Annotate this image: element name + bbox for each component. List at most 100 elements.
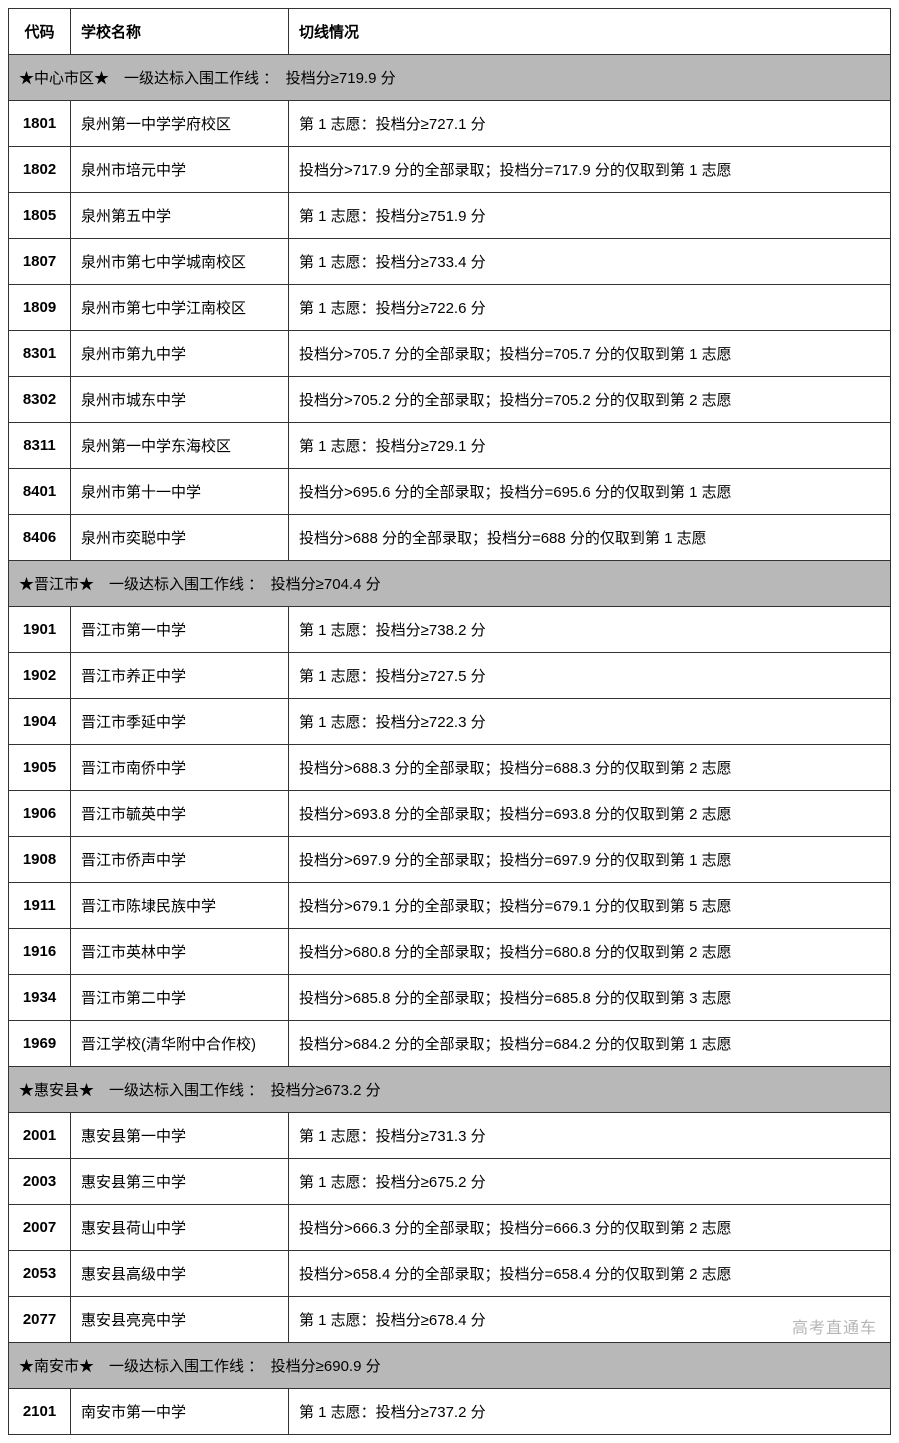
cell-code: 1802 <box>9 147 71 193</box>
cell-code: 1902 <box>9 653 71 699</box>
cell-name: 惠安县第三中学 <box>71 1159 289 1205</box>
cell-name: 泉州第一中学东海校区 <box>71 423 289 469</box>
cell-detail: 投档分>717.9 分的全部录取；投档分=717.9 分的仅取到第 1 志愿 <box>289 147 891 193</box>
cell-code: 8406 <box>9 515 71 561</box>
cell-name: 泉州市奕聪中学 <box>71 515 289 561</box>
cell-code: 8301 <box>9 331 71 377</box>
cell-detail: 投档分>684.2 分的全部录取；投档分=684.2 分的仅取到第 1 志愿 <box>289 1021 891 1067</box>
table-row: 1934晋江市第二中学投档分>685.8 分的全部录取；投档分=685.8 分的… <box>9 975 891 1021</box>
cell-code: 2007 <box>9 1205 71 1251</box>
table-header-row: 代码 学校名称 切线情况 <box>9 9 891 55</box>
cell-code: 1934 <box>9 975 71 1021</box>
cell-name: 晋江市英林中学 <box>71 929 289 975</box>
table-row: 1969晋江学校(清华附中合作校)投档分>684.2 分的全部录取；投档分=68… <box>9 1021 891 1067</box>
section-header-row: ★南安市★ 一级达标入围工作线 ： 投档分≥690.9 分 <box>9 1343 891 1389</box>
table-row: 1807泉州市第七中学城南校区第 1 志愿：投档分≥733.4 分 <box>9 239 891 285</box>
cell-code: 2053 <box>9 1251 71 1297</box>
cell-name: 晋江市季延中学 <box>71 699 289 745</box>
cell-code: 1805 <box>9 193 71 239</box>
cell-code: 1809 <box>9 285 71 331</box>
header-name: 学校名称 <box>71 9 289 55</box>
section-header-row: ★惠安县★ 一级达标入围工作线 ： 投档分≥673.2 分 <box>9 1067 891 1113</box>
cell-name: 泉州第五中学 <box>71 193 289 239</box>
header-code: 代码 <box>9 9 71 55</box>
table-row: 8302泉州市城东中学投档分>705.2 分的全部录取；投档分=705.2 分的… <box>9 377 891 423</box>
table-row: 2053惠安县高级中学投档分>658.4 分的全部录取；投档分=658.4 分的… <box>9 1251 891 1297</box>
cell-code: 1908 <box>9 837 71 883</box>
cell-name: 晋江市第二中学 <box>71 975 289 1021</box>
cell-code: 1904 <box>9 699 71 745</box>
cell-detail: 第 1 志愿：投档分≥675.2 分 <box>289 1159 891 1205</box>
cell-code: 1905 <box>9 745 71 791</box>
cell-code: 2001 <box>9 1113 71 1159</box>
cell-detail: 第 1 志愿：投档分≥722.6 分 <box>289 285 891 331</box>
table-row: 1906晋江市毓英中学投档分>693.8 分的全部录取；投档分=693.8 分的… <box>9 791 891 837</box>
cell-name: 惠安县第一中学 <box>71 1113 289 1159</box>
admission-score-table: 代码 学校名称 切线情况 ★中心市区★ 一级达标入围工作线 ： 投档分≥719.… <box>8 8 891 1435</box>
cell-detail: 投档分>697.9 分的全部录取；投档分=697.9 分的仅取到第 1 志愿 <box>289 837 891 883</box>
table-row: 2101南安市第一中学第 1 志愿：投档分≥737.2 分 <box>9 1389 891 1435</box>
table-body: ★中心市区★ 一级达标入围工作线 ： 投档分≥719.9 分1801泉州第一中学… <box>9 55 891 1435</box>
table-row: 1904晋江市季延中学第 1 志愿：投档分≥722.3 分 <box>9 699 891 745</box>
cell-name: 泉州市城东中学 <box>71 377 289 423</box>
cell-detail: 第 1 志愿：投档分≥727.5 分 <box>289 653 891 699</box>
cell-code: 8311 <box>9 423 71 469</box>
cell-detail: 投档分>688 分的全部录取；投档分=688 分的仅取到第 1 志愿 <box>289 515 891 561</box>
cell-detail: 第 1 志愿：投档分≥751.9 分 <box>289 193 891 239</box>
table-row: 1802泉州市培元中学投档分>717.9 分的全部录取；投档分=717.9 分的… <box>9 147 891 193</box>
cell-code: 2077 <box>9 1297 71 1343</box>
cell-detail: 投档分>705.7 分的全部录取；投档分=705.7 分的仅取到第 1 志愿 <box>289 331 891 377</box>
cell-detail: 投档分>685.8 分的全部录取；投档分=685.8 分的仅取到第 3 志愿 <box>289 975 891 1021</box>
cell-name: 晋江市南侨中学 <box>71 745 289 791</box>
cell-name: 泉州市第七中学江南校区 <box>71 285 289 331</box>
table-row: 1905晋江市南侨中学投档分>688.3 分的全部录取；投档分=688.3 分的… <box>9 745 891 791</box>
cell-name: 南安市第一中学 <box>71 1389 289 1435</box>
cell-detail: 第 1 志愿：投档分≥733.4 分 <box>289 239 891 285</box>
cell-detail: 第 1 志愿：投档分≥729.1 分 <box>289 423 891 469</box>
cell-code: 2101 <box>9 1389 71 1435</box>
cell-name: 晋江市第一中学 <box>71 607 289 653</box>
section-header-cell: ★南安市★ 一级达标入围工作线 ： 投档分≥690.9 分 <box>9 1343 891 1389</box>
table-row: 8406泉州市奕聪中学投档分>688 分的全部录取；投档分=688 分的仅取到第… <box>9 515 891 561</box>
cell-detail: 投档分>679.1 分的全部录取；投档分=679.1 分的仅取到第 5 志愿 <box>289 883 891 929</box>
table-row: 1809泉州市第七中学江南校区第 1 志愿：投档分≥722.6 分 <box>9 285 891 331</box>
table-row: 2077惠安县亮亮中学第 1 志愿：投档分≥678.4 分 <box>9 1297 891 1343</box>
table-row: 2007惠安县荷山中学投档分>666.3 分的全部录取；投档分=666.3 分的… <box>9 1205 891 1251</box>
cell-code: 1807 <box>9 239 71 285</box>
section-header-row: ★晋江市★ 一级达标入围工作线 ： 投档分≥704.4 分 <box>9 561 891 607</box>
table-row: 1805泉州第五中学第 1 志愿：投档分≥751.9 分 <box>9 193 891 239</box>
table-row: 2003惠安县第三中学第 1 志愿：投档分≥675.2 分 <box>9 1159 891 1205</box>
table-row: 1908晋江市侨声中学投档分>697.9 分的全部录取；投档分=697.9 分的… <box>9 837 891 883</box>
cell-detail: 第 1 志愿：投档分≥722.3 分 <box>289 699 891 745</box>
header-detail: 切线情况 <box>289 9 891 55</box>
cell-detail: 投档分>658.4 分的全部录取；投档分=658.4 分的仅取到第 2 志愿 <box>289 1251 891 1297</box>
cell-detail: 第 1 志愿：投档分≥678.4 分 <box>289 1297 891 1343</box>
section-header-cell: ★惠安县★ 一级达标入围工作线 ： 投档分≥673.2 分 <box>9 1067 891 1113</box>
section-header-cell: ★晋江市★ 一级达标入围工作线 ： 投档分≥704.4 分 <box>9 561 891 607</box>
table-row: 1901晋江市第一中学第 1 志愿：投档分≥738.2 分 <box>9 607 891 653</box>
cell-detail: 第 1 志愿：投档分≥738.2 分 <box>289 607 891 653</box>
cell-detail: 第 1 志愿：投档分≥727.1 分 <box>289 101 891 147</box>
cell-detail: 投档分>705.2 分的全部录取；投档分=705.2 分的仅取到第 2 志愿 <box>289 377 891 423</box>
cell-detail: 第 1 志愿：投档分≥737.2 分 <box>289 1389 891 1435</box>
cell-name: 晋江市侨声中学 <box>71 837 289 883</box>
cell-code: 1916 <box>9 929 71 975</box>
cell-name: 泉州市第十一中学 <box>71 469 289 515</box>
cell-detail: 投档分>695.6 分的全部录取；投档分=695.6 分的仅取到第 1 志愿 <box>289 469 891 515</box>
table-row: 8401泉州市第十一中学投档分>695.6 分的全部录取；投档分=695.6 分… <box>9 469 891 515</box>
cell-detail: 投档分>693.8 分的全部录取；投档分=693.8 分的仅取到第 2 志愿 <box>289 791 891 837</box>
cell-name: 晋江市毓英中学 <box>71 791 289 837</box>
cell-code: 1906 <box>9 791 71 837</box>
cell-detail: 第 1 志愿：投档分≥731.3 分 <box>289 1113 891 1159</box>
cell-name: 泉州市第九中学 <box>71 331 289 377</box>
cell-name: 晋江学校(清华附中合作校) <box>71 1021 289 1067</box>
section-header-row: ★中心市区★ 一级达标入围工作线 ： 投档分≥719.9 分 <box>9 55 891 101</box>
table-row: 1902晋江市养正中学第 1 志愿：投档分≥727.5 分 <box>9 653 891 699</box>
cell-code: 8302 <box>9 377 71 423</box>
cell-name: 泉州第一中学学府校区 <box>71 101 289 147</box>
cell-name: 泉州市培元中学 <box>71 147 289 193</box>
cell-name: 惠安县亮亮中学 <box>71 1297 289 1343</box>
section-header-cell: ★中心市区★ 一级达标入围工作线 ： 投档分≥719.9 分 <box>9 55 891 101</box>
table-row: 8311泉州第一中学东海校区第 1 志愿：投档分≥729.1 分 <box>9 423 891 469</box>
cell-name: 晋江市陈埭民族中学 <box>71 883 289 929</box>
